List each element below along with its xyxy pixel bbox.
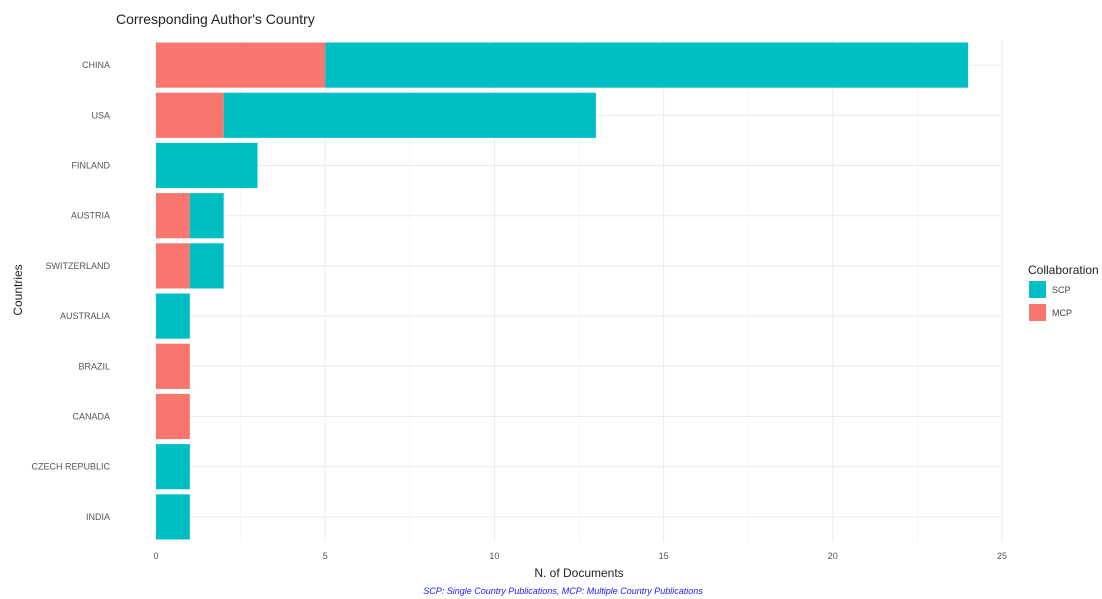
chart-caption: SCP: Single Country Publications, MCP: M… bbox=[423, 586, 703, 596]
y-tick-label: USA bbox=[91, 110, 110, 120]
chart-title: Corresponding Author's Country bbox=[116, 11, 315, 27]
x-tick-label: 15 bbox=[659, 551, 669, 561]
bar-scp-usa bbox=[223, 92, 596, 138]
bar-mcp-austria bbox=[156, 193, 190, 239]
bar-scp-finland bbox=[156, 142, 258, 189]
bar-mcp-usa bbox=[156, 92, 224, 138]
x-tick-label: 10 bbox=[489, 551, 499, 561]
bar-scp-australia bbox=[156, 293, 190, 339]
y-tick-label: FINLAND bbox=[71, 161, 110, 171]
y-tick-label: INDIA bbox=[86, 512, 110, 522]
bar-scp-czech-republic bbox=[156, 444, 190, 490]
y-axis-title: Countries bbox=[11, 264, 25, 315]
y-tick-label: SWITZERLAND bbox=[45, 261, 110, 271]
bar-mcp-china bbox=[156, 42, 326, 88]
legend-label-mcp: MCP bbox=[1052, 308, 1072, 318]
x-tick-label: 5 bbox=[323, 551, 328, 561]
y-tick-label: CANADA bbox=[72, 412, 110, 422]
y-tick-label: AUSTRIA bbox=[71, 211, 110, 221]
legend-label-scp: SCP bbox=[1052, 285, 1071, 295]
y-tick-label: CZECH REPUBLIC bbox=[31, 462, 110, 472]
legend: Collaboration SCP MCP bbox=[1028, 263, 1099, 321]
y-tick-labels: CHINA USA FINLAND AUSTRIA SWITZERLAND AUSTRAL… bbox=[31, 60, 110, 522]
legend-swatch-scp bbox=[1029, 281, 1046, 298]
legend-title: Collaboration bbox=[1028, 263, 1099, 277]
bars bbox=[156, 42, 969, 540]
x-axis-title: N. of Documents bbox=[534, 566, 623, 580]
y-tick-label: CHINA bbox=[82, 60, 110, 70]
y-tick-label: BRAZIL bbox=[78, 361, 110, 371]
bar-mcp-canada bbox=[156, 393, 190, 440]
bar-scp-india bbox=[156, 494, 190, 540]
x-tick-labels: 0 5 10 15 20 25 bbox=[153, 551, 1007, 561]
bar-mcp-switzerland bbox=[156, 243, 190, 289]
bar-scp-switzerland bbox=[189, 243, 224, 289]
legend-swatch-mcp bbox=[1029, 304, 1046, 321]
x-tick-label: 0 bbox=[153, 551, 158, 561]
x-tick-label: 20 bbox=[828, 551, 838, 561]
y-tick-label: AUSTRALIA bbox=[60, 311, 110, 321]
bar-scp-china bbox=[325, 42, 969, 88]
bar-scp-austria bbox=[189, 193, 224, 239]
x-tick-label: 25 bbox=[997, 551, 1007, 561]
bar-mcp-brazil bbox=[156, 343, 190, 389]
